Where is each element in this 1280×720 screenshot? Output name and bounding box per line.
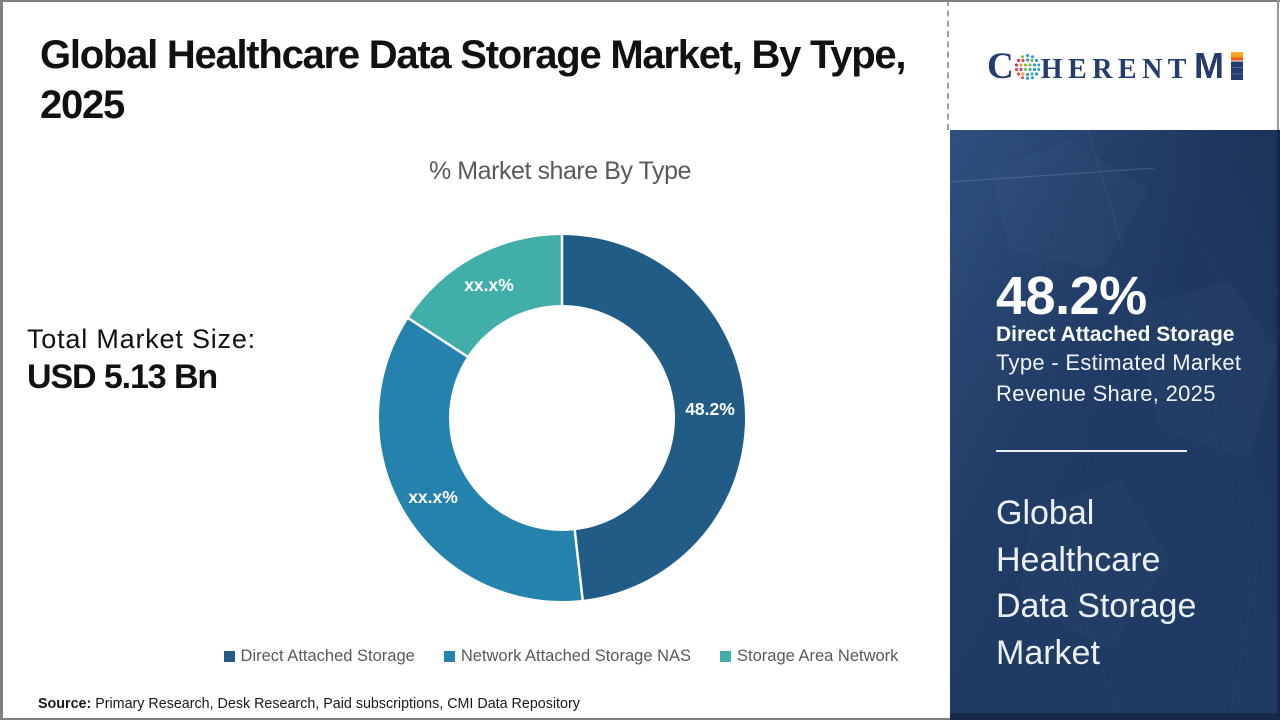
svg-text:48.2%: 48.2%	[685, 399, 735, 419]
svg-text:xx.x%: xx.x%	[464, 275, 514, 295]
svg-text:xx.x%: xx.x%	[408, 487, 458, 507]
